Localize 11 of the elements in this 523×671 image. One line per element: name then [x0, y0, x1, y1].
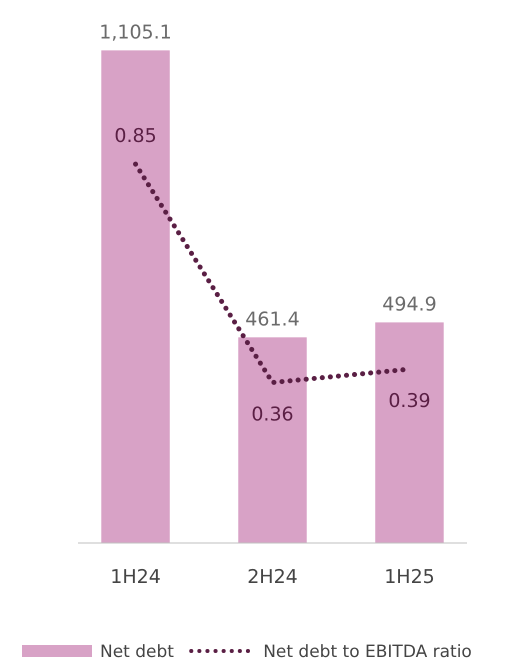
legend-label: Net debt	[100, 642, 174, 662]
data-label: 1,105.1	[99, 21, 172, 44]
data-label: 0.85	[114, 125, 157, 148]
data-label: 494.9	[382, 293, 437, 316]
x-tick-label: 1H24	[110, 566, 161, 588]
data-label: 0.36	[251, 404, 294, 426]
legend-label: Net debt to EBITDA ratio	[263, 642, 472, 662]
x-tick-label: 1H25	[384, 566, 435, 588]
x-tick-label: 2H24	[247, 566, 298, 588]
data-label: 461.4	[245, 308, 300, 330]
data-label: 0.39	[388, 390, 431, 412]
